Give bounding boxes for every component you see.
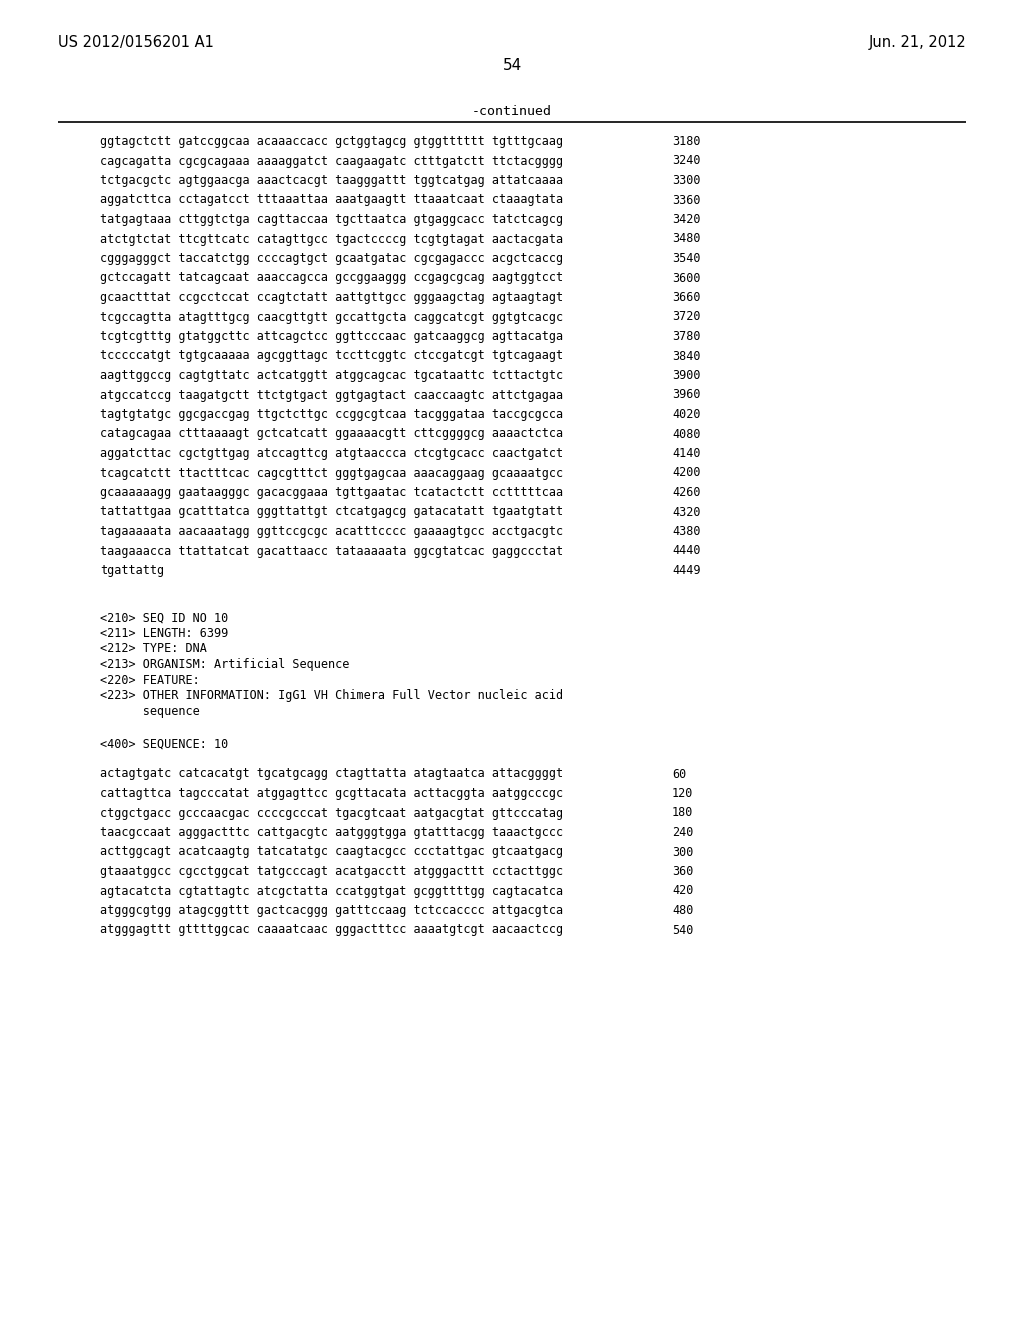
Text: 3480: 3480 bbox=[672, 232, 700, 246]
Text: 420: 420 bbox=[672, 884, 693, 898]
Text: atgccatccg taagatgctt ttctgtgact ggtgagtact caaccaagtc attctgagaa: atgccatccg taagatgctt ttctgtgact ggtgagt… bbox=[100, 388, 563, 401]
Text: catagcagaa ctttaaaagt gctcatcatt ggaaaacgtt cttcggggcg aaaactctca: catagcagaa ctttaaaagt gctcatcatt ggaaaac… bbox=[100, 428, 563, 441]
Text: tgattattg: tgattattg bbox=[100, 564, 164, 577]
Text: agtacatcta cgtattagtc atcgctatta ccatggtgat gcggttttgg cagtacatca: agtacatcta cgtattagtc atcgctatta ccatggt… bbox=[100, 884, 563, 898]
Text: aggatcttca cctagatcct tttaaattaa aaatgaagtt ttaaatcaat ctaaagtata: aggatcttca cctagatcct tttaaattaa aaatgaa… bbox=[100, 194, 563, 206]
Text: tcccccatgt tgtgcaaaaa agcggttagc tccttcggtc ctccgatcgt tgtcagaagt: tcccccatgt tgtgcaaaaa agcggttagc tccttcg… bbox=[100, 350, 563, 363]
Text: 3420: 3420 bbox=[672, 213, 700, 226]
Text: 3360: 3360 bbox=[672, 194, 700, 206]
Text: 3720: 3720 bbox=[672, 310, 700, 323]
Text: <210> SEQ ID NO 10: <210> SEQ ID NO 10 bbox=[100, 611, 228, 624]
Text: tcagcatctt ttactttcac cagcgtttct gggtgagcaa aaacaggaag gcaaaatgcc: tcagcatctt ttactttcac cagcgtttct gggtgag… bbox=[100, 466, 563, 479]
Text: <211> LENGTH: 6399: <211> LENGTH: 6399 bbox=[100, 627, 228, 640]
Text: gcaactttat ccgcctccat ccagtctatt aattgttgcc gggaagctag agtaagtagt: gcaactttat ccgcctccat ccagtctatt aattgtt… bbox=[100, 290, 563, 304]
Text: 4140: 4140 bbox=[672, 447, 700, 459]
Text: aggatcttac cgctgttgag atccagttcg atgtaaccca ctcgtgcacc caactgatct: aggatcttac cgctgttgag atccagttcg atgtaac… bbox=[100, 447, 563, 459]
Text: 3840: 3840 bbox=[672, 350, 700, 363]
Text: taacgccaat agggactttc cattgacgtc aatgggtgga gtatttacgg taaactgccc: taacgccaat agggactttc cattgacgtc aatgggt… bbox=[100, 826, 563, 840]
Text: atctgtctat ttcgttcatc catagttgcc tgactccccg tcgtgtagat aactacgata: atctgtctat ttcgttcatc catagttgcc tgactcc… bbox=[100, 232, 563, 246]
Text: actagtgatc catcacatgt tgcatgcagg ctagttatta atagtaatca attacggggt: actagtgatc catcacatgt tgcatgcagg ctagtta… bbox=[100, 767, 563, 780]
Text: 180: 180 bbox=[672, 807, 693, 820]
Text: 480: 480 bbox=[672, 904, 693, 917]
Text: 3240: 3240 bbox=[672, 154, 700, 168]
Text: tatgagtaaa cttggtctga cagttaccaa tgcttaatca gtgaggcacc tatctcagcg: tatgagtaaa cttggtctga cagttaccaa tgcttaa… bbox=[100, 213, 563, 226]
Text: <400> SEQUENCE: 10: <400> SEQUENCE: 10 bbox=[100, 738, 228, 751]
Text: <223> OTHER INFORMATION: IgG1 VH Chimera Full Vector nucleic acid: <223> OTHER INFORMATION: IgG1 VH Chimera… bbox=[100, 689, 563, 702]
Text: 3600: 3600 bbox=[672, 272, 700, 285]
Text: 54: 54 bbox=[503, 58, 521, 73]
Text: 4380: 4380 bbox=[672, 525, 700, 539]
Text: <212> TYPE: DNA: <212> TYPE: DNA bbox=[100, 643, 207, 656]
Text: 3660: 3660 bbox=[672, 290, 700, 304]
Text: 540: 540 bbox=[672, 924, 693, 936]
Text: cattagttca tagcccatat atggagttcc gcgttacata acttacggta aatggcccgc: cattagttca tagcccatat atggagttcc gcgttac… bbox=[100, 787, 563, 800]
Text: 360: 360 bbox=[672, 865, 693, 878]
Text: 3780: 3780 bbox=[672, 330, 700, 343]
Text: 4260: 4260 bbox=[672, 486, 700, 499]
Text: tagtgtatgc ggcgaccgag ttgctcttgc ccggcgtcaa tacgggataa taccgcgcca: tagtgtatgc ggcgaccgag ttgctcttgc ccggcgt… bbox=[100, 408, 563, 421]
Text: ggtagctctt gatccggcaa acaaaccacc gctggtagcg gtggtttttt tgtttgcaag: ggtagctctt gatccggcaa acaaaccacc gctggta… bbox=[100, 135, 563, 148]
Text: -continued: -continued bbox=[472, 106, 552, 117]
Text: 120: 120 bbox=[672, 787, 693, 800]
Text: acttggcagt acatcaagtg tatcatatgc caagtacgcc ccctattgac gtcaatgacg: acttggcagt acatcaagtg tatcatatgc caagtac… bbox=[100, 846, 563, 858]
Text: cgggagggct taccatctgg ccccagtgct gcaatgatac cgcgagaccc acgctcaccg: cgggagggct taccatctgg ccccagtgct gcaatga… bbox=[100, 252, 563, 265]
Text: 4320: 4320 bbox=[672, 506, 700, 519]
Text: 4200: 4200 bbox=[672, 466, 700, 479]
Text: 240: 240 bbox=[672, 826, 693, 840]
Text: tcgccagtta atagtttgcg caacgttgtt gccattgcta caggcatcgt ggtgtcacgc: tcgccagtta atagtttgcg caacgttgtt gccattg… bbox=[100, 310, 563, 323]
Text: taagaaacca ttattatcat gacattaacc tataaaaata ggcgtatcac gaggccctat: taagaaacca ttattatcat gacattaacc tataaaa… bbox=[100, 544, 563, 557]
Text: gtaaatggcc cgcctggcat tatgcccagt acatgacctt atgggacttt cctacttggc: gtaaatggcc cgcctggcat tatgcccagt acatgac… bbox=[100, 865, 563, 878]
Text: 3180: 3180 bbox=[672, 135, 700, 148]
Text: cagcagatta cgcgcagaaa aaaaggatct caagaagatc ctttgatctt ttctacgggg: cagcagatta cgcgcagaaa aaaaggatct caagaag… bbox=[100, 154, 563, 168]
Text: atgggagttt gttttggcac caaaatcaac gggactttcc aaaatgtcgt aacaactccg: atgggagttt gttttggcac caaaatcaac gggactt… bbox=[100, 924, 563, 936]
Text: Jun. 21, 2012: Jun. 21, 2012 bbox=[868, 36, 966, 50]
Text: 60: 60 bbox=[672, 767, 686, 780]
Text: <213> ORGANISM: Artificial Sequence: <213> ORGANISM: Artificial Sequence bbox=[100, 657, 349, 671]
Text: ctggctgacc gcccaacgac ccccgcccat tgacgtcaat aatgacgtat gttcccatag: ctggctgacc gcccaacgac ccccgcccat tgacgtc… bbox=[100, 807, 563, 820]
Text: 3900: 3900 bbox=[672, 370, 700, 381]
Text: 4440: 4440 bbox=[672, 544, 700, 557]
Text: 4080: 4080 bbox=[672, 428, 700, 441]
Text: <220> FEATURE:: <220> FEATURE: bbox=[100, 673, 200, 686]
Text: sequence: sequence bbox=[100, 705, 200, 718]
Text: US 2012/0156201 A1: US 2012/0156201 A1 bbox=[58, 36, 214, 50]
Text: atgggcgtgg atagcggttt gactcacggg gatttccaag tctccacccc attgacgtca: atgggcgtgg atagcggttt gactcacggg gatttcc… bbox=[100, 904, 563, 917]
Text: tagaaaaata aacaaatagg ggttccgcgc acatttcccc gaaaagtgcc acctgacgtc: tagaaaaata aacaaatagg ggttccgcgc acatttc… bbox=[100, 525, 563, 539]
Text: tattattgaa gcatttatca gggttattgt ctcatgagcg gatacatatt tgaatgtatt: tattattgaa gcatttatca gggttattgt ctcatga… bbox=[100, 506, 563, 519]
Text: 4020: 4020 bbox=[672, 408, 700, 421]
Text: 3960: 3960 bbox=[672, 388, 700, 401]
Text: 4449: 4449 bbox=[672, 564, 700, 577]
Text: 300: 300 bbox=[672, 846, 693, 858]
Text: 3540: 3540 bbox=[672, 252, 700, 265]
Text: 3300: 3300 bbox=[672, 174, 700, 187]
Text: gcaaaaaagg gaataagggc gacacggaaa tgttgaatac tcatactctt cctttttcaa: gcaaaaaagg gaataagggc gacacggaaa tgttgaa… bbox=[100, 486, 563, 499]
Text: aagttggccg cagtgttatc actcatggtt atggcagcac tgcataattc tcttactgtc: aagttggccg cagtgttatc actcatggtt atggcag… bbox=[100, 370, 563, 381]
Text: tctgacgctc agtggaacga aaactcacgt taagggattt tggtcatgag attatcaaaa: tctgacgctc agtggaacga aaactcacgt taaggga… bbox=[100, 174, 563, 187]
Text: tcgtcgtttg gtatggcttc attcagctcc ggttcccaac gatcaaggcg agttacatga: tcgtcgtttg gtatggcttc attcagctcc ggttccc… bbox=[100, 330, 563, 343]
Text: gctccagatt tatcagcaat aaaccagcca gccggaaggg ccgagcgcag aagtggtcct: gctccagatt tatcagcaat aaaccagcca gccggaa… bbox=[100, 272, 563, 285]
